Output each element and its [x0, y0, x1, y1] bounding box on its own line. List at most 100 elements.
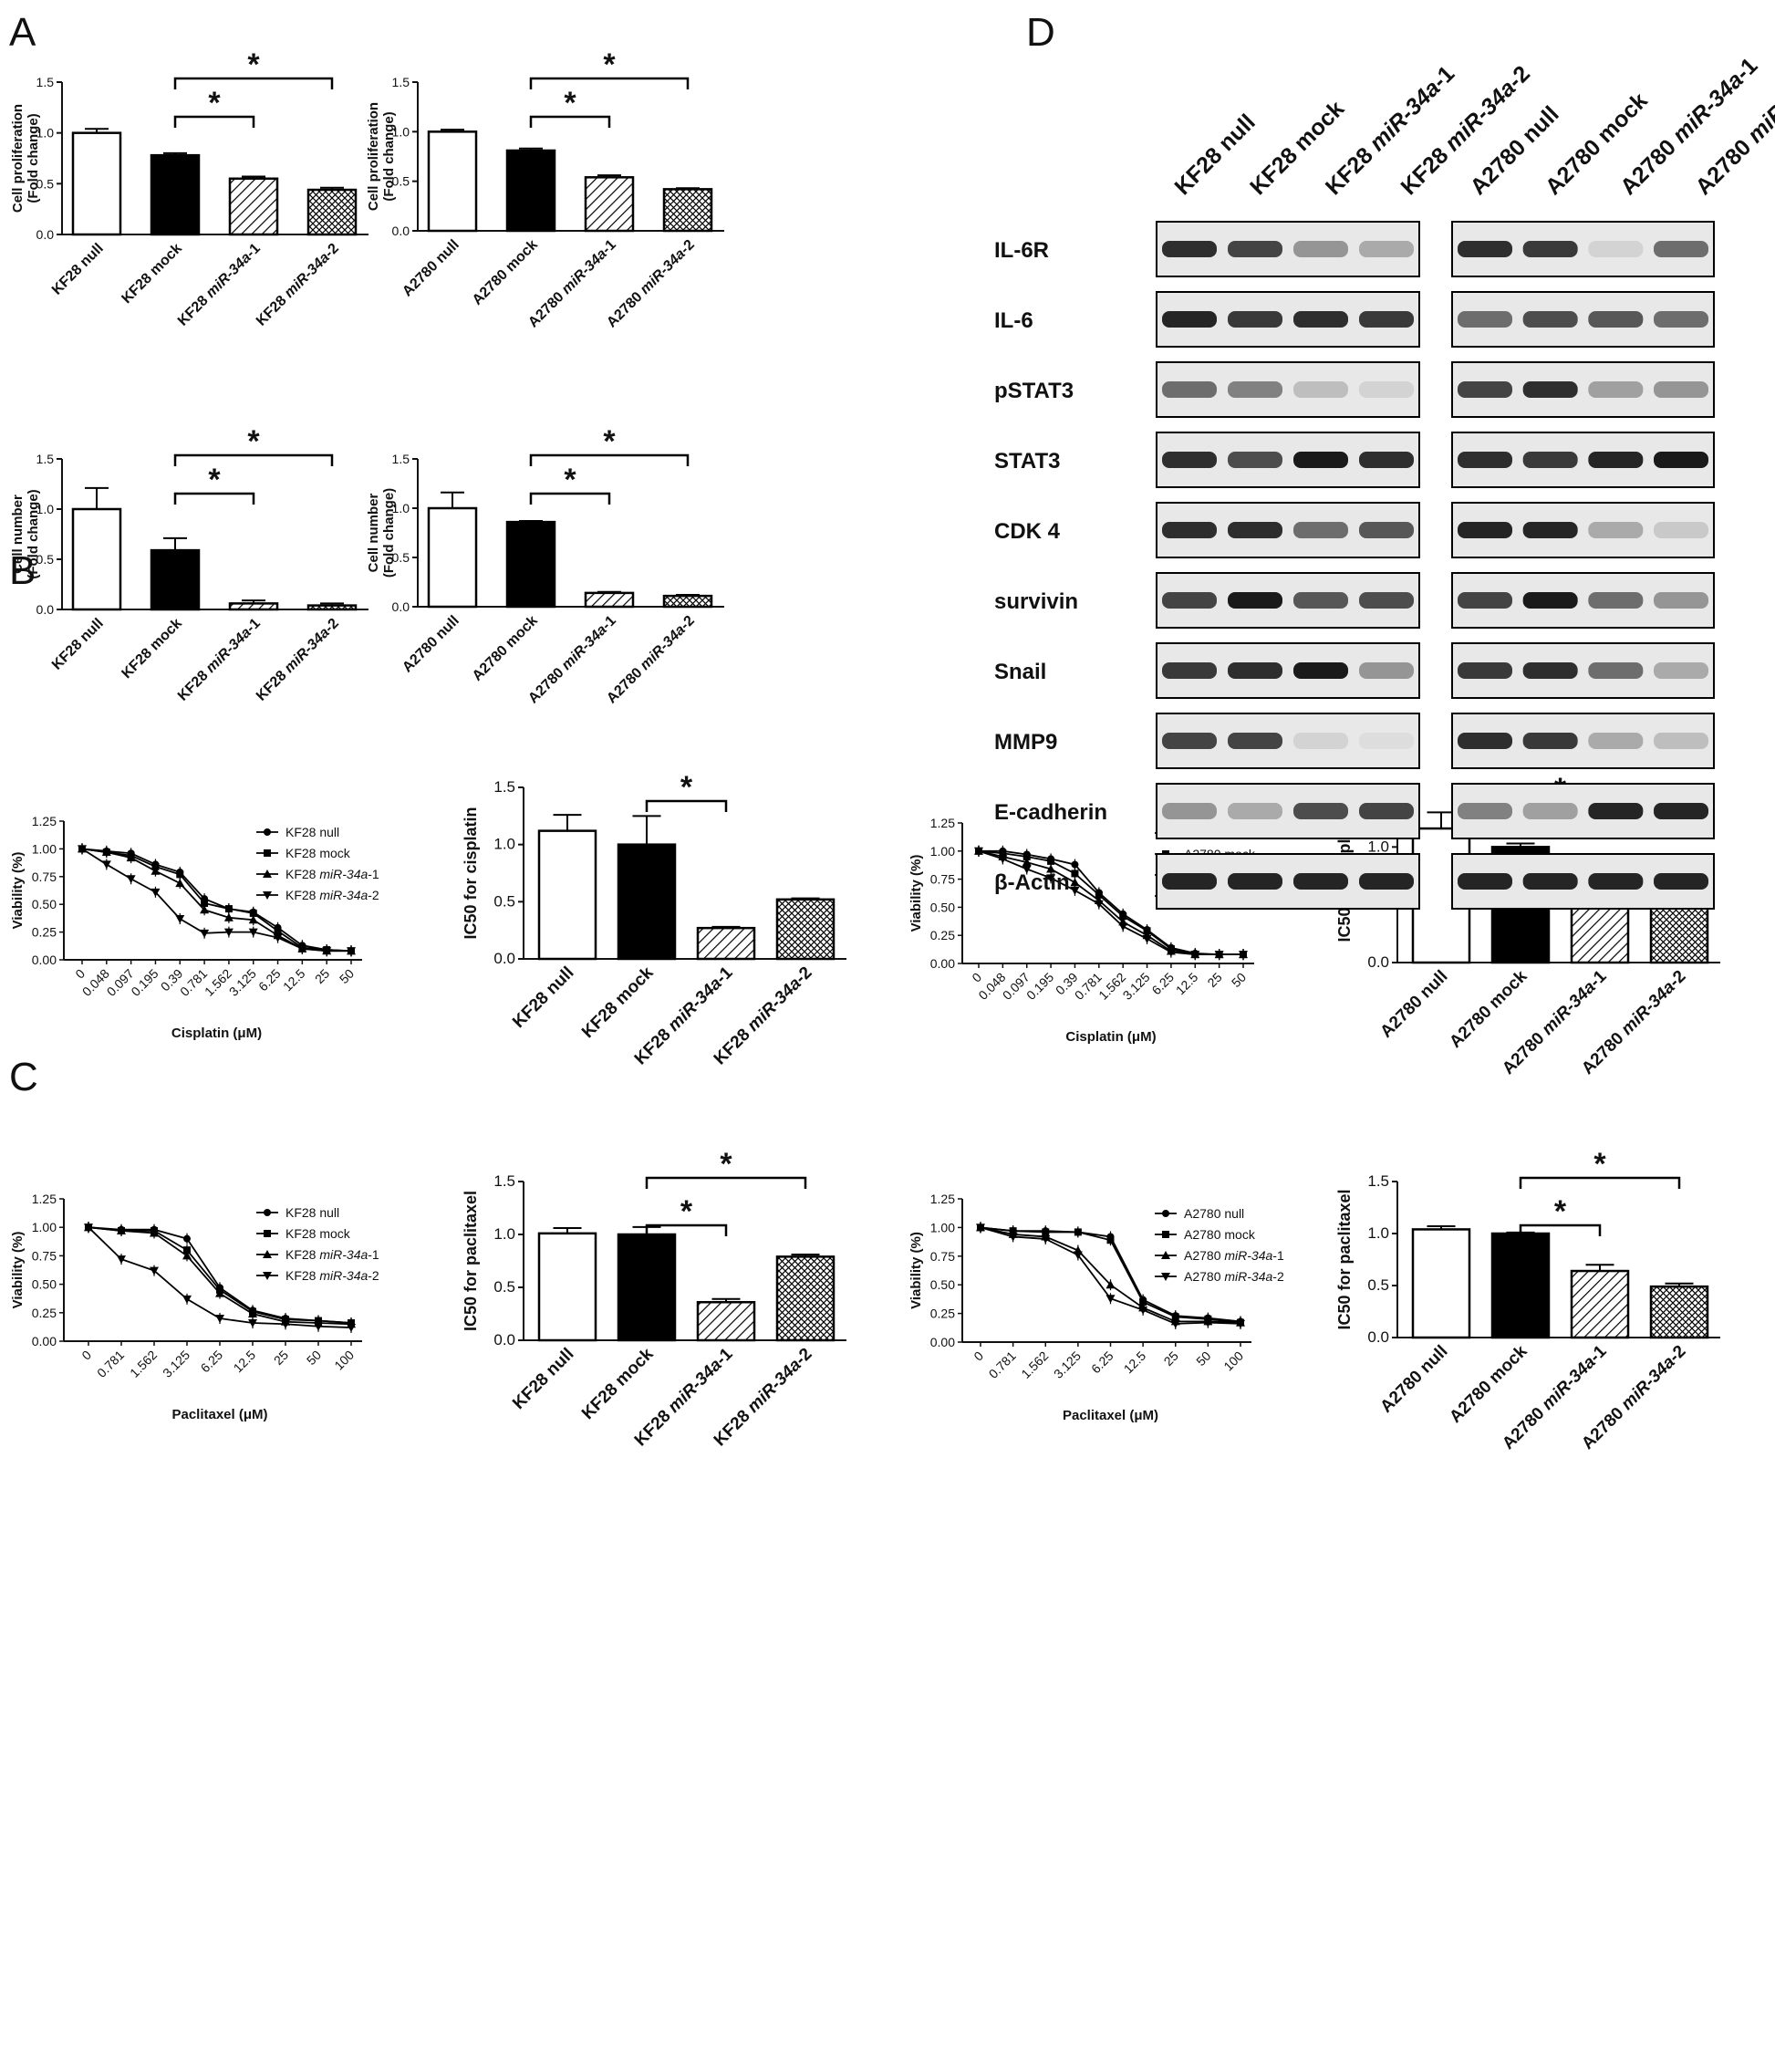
- blot-band: [1162, 803, 1217, 819]
- data-point: [281, 1320, 290, 1329]
- data-point: [264, 1230, 271, 1237]
- y-tick-label: 0.5: [36, 176, 55, 191]
- significance-bracket: [173, 492, 255, 505]
- category-label: KF28 null: [1169, 109, 1260, 200]
- blot-band: [1654, 452, 1708, 468]
- category-label: 6.25: [1088, 1348, 1116, 1377]
- significance-star: *: [603, 424, 616, 459]
- data-point: [183, 1246, 191, 1255]
- category-label: KF28 miR-34a-2: [254, 241, 342, 329]
- category-label: KF28 null: [49, 241, 107, 298]
- significance-bracket: [645, 799, 728, 812]
- protein-label: STAT3: [994, 449, 1060, 474]
- significance-star: *: [680, 770, 693, 805]
- blot-band: [1293, 592, 1348, 609]
- blot-band: [1458, 381, 1512, 398]
- significance-star: *: [1554, 1194, 1567, 1229]
- category-label: 12.5: [1173, 970, 1201, 998]
- category-label: KF28 miR-34a-2: [254, 616, 342, 704]
- blot-band: [1359, 592, 1414, 609]
- y-tick-label: 1.5: [36, 452, 55, 466]
- blot-band: [1359, 311, 1414, 328]
- category-label: A2780 null: [400, 613, 462, 676]
- y-tick-label: 0.0: [1367, 953, 1389, 971]
- significance-bracket: [529, 77, 690, 89]
- data-point: [1106, 1236, 1115, 1244]
- category-label: 0.781: [94, 1348, 127, 1380]
- y-tick-label: 1.0: [493, 1225, 515, 1243]
- x-axis-label: Paclitaxel (μM): [1063, 1408, 1158, 1423]
- category-label: A2780 mock: [1446, 1341, 1531, 1427]
- data-point: [84, 1223, 93, 1233]
- bar: [696, 1300, 756, 1342]
- category-label: 0: [971, 1348, 986, 1364]
- data-point: [215, 1315, 224, 1324]
- category-label: 12.5: [1121, 1348, 1149, 1377]
- y-tick-label: 1.0: [36, 502, 55, 516]
- bar-chart-b1: 0.0 0.5 1.0 1.5 Cell number(Fold change) KF28…: [10, 424, 368, 704]
- bar: [1649, 1285, 1709, 1339]
- data-point: [1073, 1251, 1083, 1260]
- category-label: A2780 null: [1376, 967, 1451, 1042]
- data-point: [1047, 857, 1055, 865]
- data-point: [248, 928, 258, 937]
- significance-star: *: [247, 47, 260, 82]
- data-point: [1239, 951, 1248, 960]
- protein-label: β-Actin: [994, 870, 1070, 895]
- blot-band: [1588, 803, 1644, 819]
- series-line: [81, 848, 351, 953]
- x-axis-label: Cisplatin (μM): [1065, 1029, 1156, 1045]
- data-point: [151, 888, 161, 897]
- y-tick-label: 0.00: [32, 1334, 57, 1348]
- data-point: [248, 915, 258, 924]
- protein-label: E-cadherin: [994, 800, 1107, 825]
- y-tick-label: 1.5: [392, 452, 410, 466]
- category-label: KF28 miR-34a-1: [1321, 61, 1460, 201]
- data-point: [117, 1225, 126, 1234]
- bar-chart-c2: 0.0 0.5 1.0 1.5 IC50 for cisplatin KF28 null K…: [462, 770, 846, 1068]
- category-label: 25: [1161, 1348, 1181, 1369]
- blot-band: [1228, 311, 1282, 328]
- y-tick-label: 1.0: [392, 124, 410, 139]
- category-label: 100: [1220, 1348, 1246, 1374]
- bar: [696, 926, 756, 961]
- panel-label-a: A: [9, 10, 36, 55]
- bar: [306, 604, 358, 611]
- bar: [71, 131, 122, 236]
- blot-band: [1293, 662, 1348, 679]
- category-label: 0.097: [1000, 970, 1033, 1003]
- legend-label: A2780 null: [1184, 1206, 1244, 1221]
- blot-band: [1654, 662, 1708, 679]
- blot-band: [1228, 803, 1282, 819]
- data-point: [1118, 922, 1128, 932]
- blot-band: [1522, 381, 1578, 398]
- category-label: 25: [1204, 970, 1224, 990]
- data-point: [1170, 1319, 1180, 1328]
- y-tick-label: 0.00: [930, 956, 955, 971]
- category-label: 0: [969, 970, 984, 985]
- y-axis-label: IC50 for paclitaxel: [462, 1191, 480, 1331]
- bar: [1570, 1269, 1630, 1339]
- category-label: 0: [78, 1348, 94, 1363]
- category-label: KF28 miR-34a-1: [175, 241, 264, 329]
- y-tick-label: 0.25: [32, 925, 57, 940]
- data-point: [322, 947, 332, 956]
- significance-bracket: [1519, 1223, 1602, 1236]
- bar: [505, 520, 556, 609]
- data-point: [1094, 900, 1104, 909]
- data-point: [78, 845, 87, 854]
- category-label: 0.195: [128, 966, 161, 999]
- category-label: 1.562: [1095, 970, 1128, 1003]
- significance-bracket: [645, 1223, 728, 1236]
- blot-band: [1228, 873, 1282, 890]
- blot-band: [1293, 873, 1348, 890]
- blot-band: [1588, 662, 1644, 679]
- data-point: [1074, 1228, 1082, 1236]
- category-label: KF28 null: [49, 616, 107, 673]
- y-axis-label: Cell number(Fold change): [10, 489, 41, 578]
- blot-band: [1458, 733, 1512, 749]
- y-tick-label: 0.5: [392, 550, 410, 565]
- y-axis-label: Cell proliferation(Fold change): [10, 104, 41, 213]
- data-point: [1236, 1319, 1245, 1328]
- legend-label: KF28 miR-34a-1: [285, 1247, 379, 1262]
